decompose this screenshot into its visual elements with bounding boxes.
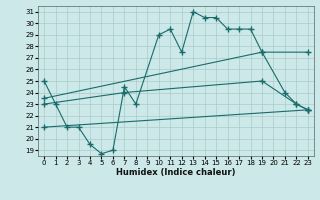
X-axis label: Humidex (Indice chaleur): Humidex (Indice chaleur) xyxy=(116,168,236,177)
